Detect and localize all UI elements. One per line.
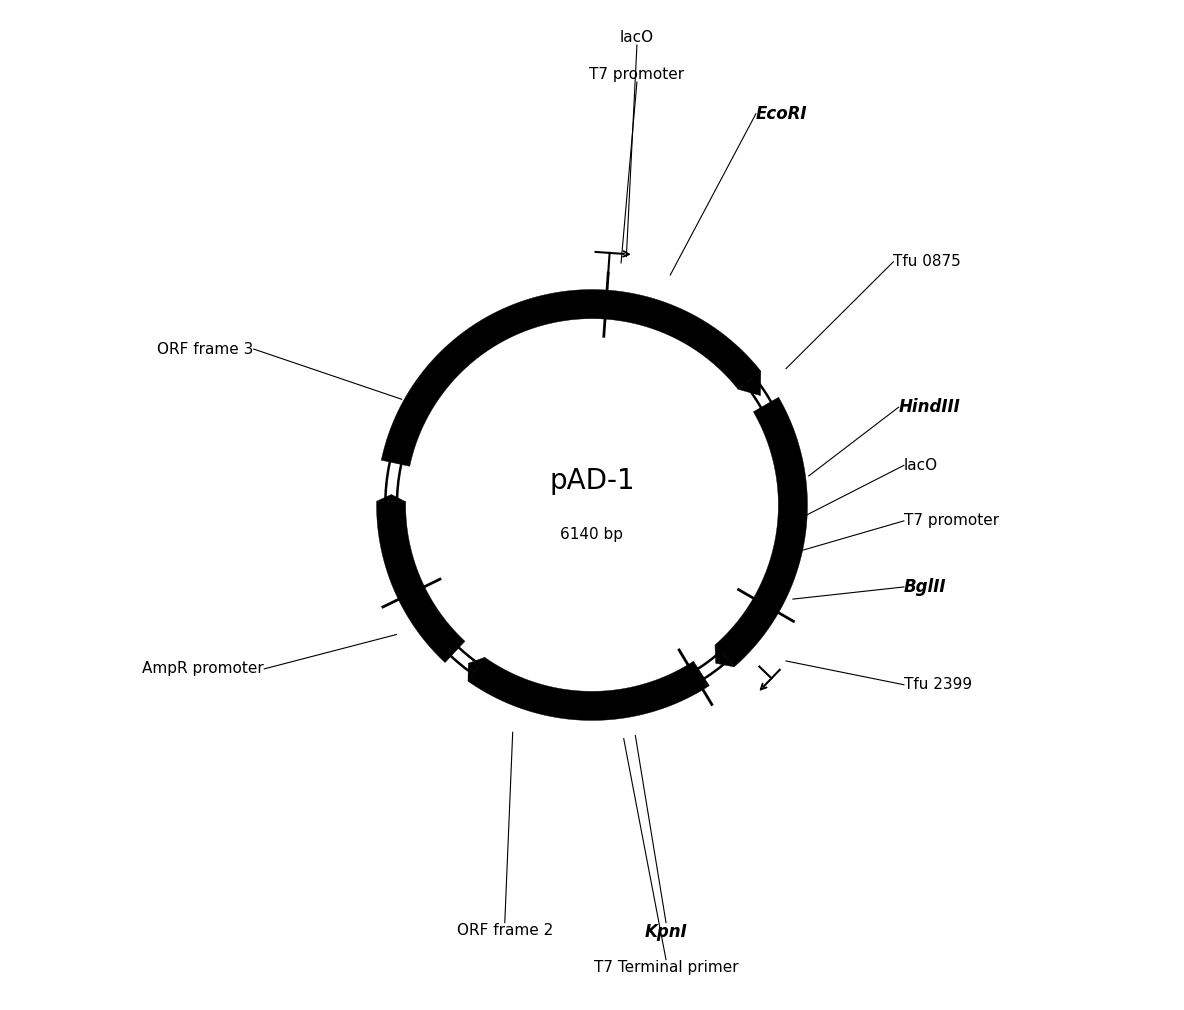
Text: Tfu 0875: Tfu 0875	[894, 255, 961, 270]
Text: HindIII: HindIII	[899, 398, 960, 416]
Polygon shape	[468, 658, 484, 681]
Polygon shape	[377, 501, 465, 663]
Text: Tfu 2399: Tfu 2399	[903, 678, 972, 692]
Text: lacO: lacO	[903, 458, 938, 473]
Polygon shape	[715, 397, 807, 667]
Text: 6140 bp: 6140 bp	[560, 526, 624, 541]
Text: T7 promoter: T7 promoter	[590, 67, 684, 82]
Text: T7 Terminal primer: T7 Terminal primer	[593, 960, 739, 975]
Text: KpnI: KpnI	[644, 923, 688, 940]
Polygon shape	[381, 290, 761, 467]
Polygon shape	[377, 495, 406, 502]
Polygon shape	[715, 645, 734, 667]
Text: BglII: BglII	[903, 578, 946, 596]
Text: ORF frame 3: ORF frame 3	[157, 341, 253, 357]
Text: pAD-1: pAD-1	[549, 468, 635, 495]
Text: EcoRI: EcoRI	[755, 105, 807, 123]
Text: ORF frame 2: ORF frame 2	[457, 923, 553, 937]
Text: T7 promoter: T7 promoter	[903, 513, 999, 528]
Polygon shape	[738, 371, 761, 396]
Text: lacO: lacO	[620, 30, 654, 45]
Polygon shape	[468, 658, 709, 720]
Text: AmpR promoter: AmpR promoter	[142, 662, 264, 677]
